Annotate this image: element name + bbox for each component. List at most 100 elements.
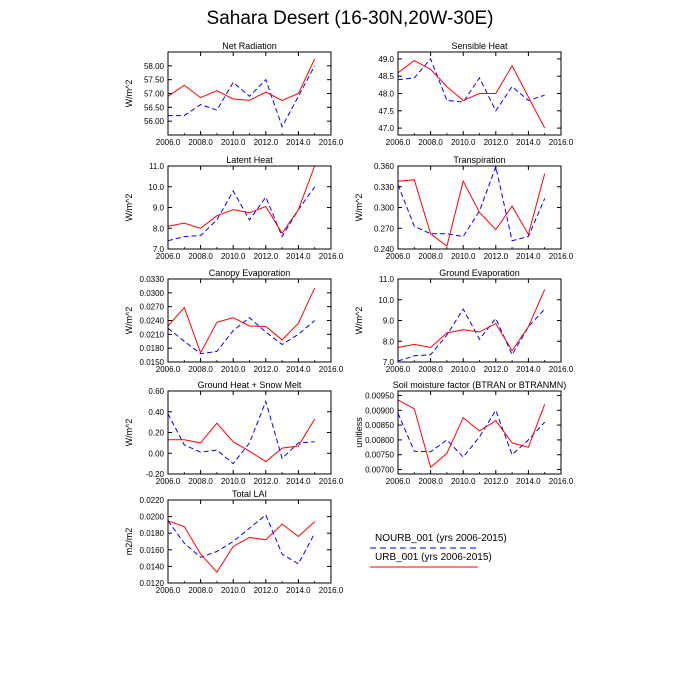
x-tick-label: 2008.0 (188, 477, 213, 486)
y-tick-label: 7.0 (153, 245, 165, 254)
x-tick-label: 2006.0 (386, 252, 411, 261)
x-tick-label: 2016.0 (319, 586, 344, 595)
y-tick-label: 0.360 (374, 162, 395, 171)
x-tick-label: 2010.0 (451, 477, 476, 486)
x-tick-label: 2010.0 (451, 252, 476, 261)
y-tick-label: 0.00850 (365, 421, 394, 430)
y-tick-label: 0.0210 (140, 330, 165, 339)
chart-panel-6: Ground Heat + Snow Melt W/m^2 2006.0 2008.0… (124, 380, 344, 486)
y-tick-label: 9.0 (153, 204, 165, 213)
panel-title: Ground Evaporation (439, 268, 520, 278)
series-line-nourb (167, 399, 315, 465)
y-tick-label: 56.00 (144, 117, 165, 126)
series-line-nourb (167, 186, 316, 242)
y-tick-label: 8.0 (153, 224, 165, 233)
chart-panel-8: Total LAI m2/m2 2006.0 2008.0 2010.0 2012.0 20… (124, 489, 344, 595)
y-tick-label: 0.0330 (140, 275, 165, 284)
series-line-urb (397, 289, 546, 352)
x-tick-label: 2014.0 (516, 477, 541, 486)
x-tick-label: 2006.0 (156, 365, 181, 374)
y-tick-label: 10.0 (378, 296, 394, 305)
x-tick-label: 2012.0 (254, 252, 279, 261)
x-tick-label: 2012.0 (254, 365, 279, 374)
y-axis-label: W/m^2 (354, 194, 364, 222)
plot-frame (167, 390, 332, 475)
y-tick-label: -0.20 (146, 470, 165, 479)
x-tick-label: 2008.0 (418, 477, 443, 486)
series-line-urb (167, 165, 316, 235)
legend-label-urb: URB_001 (yrs 2006-2015) (375, 552, 492, 563)
y-tick-label: 0.330 (374, 183, 395, 192)
panel-title: Transpiration (453, 155, 505, 165)
y-tick-label: 0.0120 (140, 579, 165, 588)
plot-frame (167, 51, 332, 136)
x-tick-label: 2016.0 (319, 477, 344, 486)
y-tick-label: 9.0 (383, 317, 395, 326)
y-tick-label: 0.60 (148, 387, 164, 396)
series-line-nourb (168, 65, 316, 128)
page-title: Sahara Desert (16-30N,20W-30E) (206, 8, 494, 29)
x-tick-label: 2010.0 (221, 138, 246, 147)
y-tick-label: 10.0 (148, 183, 164, 192)
series-line-urb (167, 58, 316, 101)
x-tick-label: 2014.0 (286, 365, 311, 374)
x-tick-label: 2012.0 (254, 586, 279, 595)
x-tick-label: 2008.0 (188, 365, 213, 374)
x-tick-label: 2010.0 (221, 365, 246, 374)
plot-frame (167, 499, 332, 584)
series-line-urb (167, 520, 316, 574)
y-tick-label: 56.50 (144, 103, 165, 112)
y-tick-label: 57.00 (144, 90, 165, 99)
y-tick-label: 11.0 (149, 162, 165, 171)
plot-frame (397, 51, 562, 136)
y-tick-label: 0.00800 (365, 436, 394, 445)
series-line-urb (168, 418, 316, 463)
x-tick-label: 2016.0 (319, 252, 344, 261)
y-axis-label: m2/m2 (124, 528, 134, 556)
x-tick-label: 2012.0 (254, 138, 279, 147)
y-tick-label: 0.300 (374, 204, 395, 213)
series-line-nourb (167, 514, 316, 565)
x-tick-label: 2006.0 (386, 138, 411, 147)
x-tick-label: 2016.0 (319, 138, 344, 147)
legend: NOURB_001 (yrs 2006-2015) URB_001 (yrs 2… (370, 533, 507, 568)
y-axis-label: W/m^2 (124, 419, 134, 447)
x-tick-label: 2014.0 (516, 252, 541, 261)
panel-title: Soil moisture factor (BTRAN or BTRANMN) (393, 380, 567, 390)
x-tick-label: 2006.0 (156, 252, 181, 261)
legend-label-nourb: NOURB_001 (yrs 2006-2015) (375, 533, 507, 544)
x-tick-label: 2008.0 (418, 365, 443, 374)
x-tick-label: 2012.0 (484, 477, 509, 486)
x-tick-label: 2014.0 (286, 586, 311, 595)
series-line-urb (167, 287, 316, 355)
y-tick-label: 0.270 (374, 224, 395, 233)
plot-frame (167, 165, 332, 250)
x-tick-label: 2014.0 (286, 477, 311, 486)
x-tick-label: 2006.0 (386, 365, 411, 374)
y-axis-label: unitless (354, 417, 364, 448)
panel-title: Canopy Evaporation (209, 268, 291, 278)
y-tick-label: 0.0180 (140, 344, 165, 353)
y-tick-label: 7.0 (383, 358, 395, 367)
x-tick-label: 2010.0 (221, 252, 246, 261)
y-tick-label: 0.00900 (365, 406, 394, 415)
x-tick-label: 2010.0 (221, 477, 246, 486)
series-line-urb (397, 60, 546, 129)
y-tick-label: 0.240 (374, 245, 395, 254)
x-tick-label: 2006.0 (156, 138, 181, 147)
y-tick-label: 0.0240 (140, 317, 165, 326)
x-tick-label: 2014.0 (516, 138, 541, 147)
x-tick-label: 2010.0 (451, 138, 476, 147)
y-tick-label: 0.00700 (365, 466, 394, 475)
x-tick-label: 2016.0 (549, 477, 574, 486)
series-line-nourb (397, 308, 546, 362)
series-line-nourb (167, 317, 316, 355)
x-tick-label: 2010.0 (451, 365, 476, 374)
y-axis-label: W/m^2 (124, 194, 134, 222)
panel-title: Total LAI (232, 489, 267, 499)
y-tick-label: 0.0200 (140, 513, 165, 522)
panel-title: Sensible Heat (451, 41, 508, 51)
y-tick-label: 0.20 (148, 429, 164, 438)
chart-panel-4: Canopy Evaporation W/m^2 2006.0 2008.0 2010.… (124, 268, 344, 374)
